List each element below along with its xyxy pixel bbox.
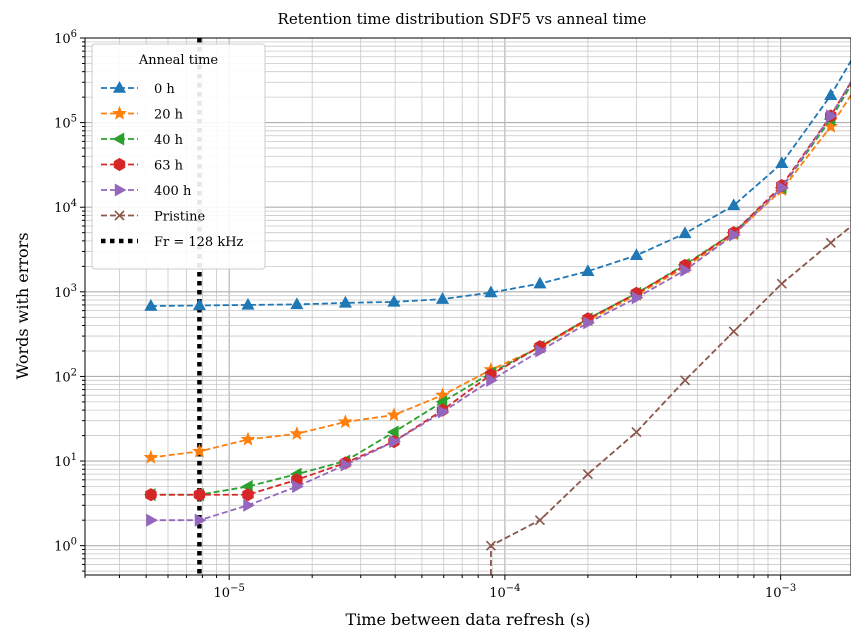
data-point xyxy=(112,80,127,93)
series-0-h xyxy=(144,59,851,311)
y-tick-label: 102 xyxy=(54,367,77,385)
y-axis-label: Words with errors xyxy=(13,232,32,379)
data-point xyxy=(776,278,787,289)
x-tick-label: 10−5 xyxy=(214,583,245,601)
data-point xyxy=(727,198,741,211)
data-point xyxy=(114,183,127,197)
data-point xyxy=(629,248,643,261)
data-point xyxy=(289,426,305,441)
data-point xyxy=(728,326,739,337)
data-point xyxy=(777,181,789,195)
data-point xyxy=(679,375,691,386)
data-point xyxy=(824,88,838,101)
data-point xyxy=(143,449,159,464)
data-point xyxy=(145,488,157,502)
legend-label: 40 h xyxy=(154,133,184,148)
y-tick-label: 100 xyxy=(54,537,77,555)
data-point xyxy=(194,513,207,527)
data-point xyxy=(775,156,789,169)
data-point xyxy=(386,425,399,439)
y-tick-label: 105 xyxy=(54,114,77,132)
data-point xyxy=(484,285,498,298)
legend-label: 400 h xyxy=(154,184,192,199)
legend-entry: Pristine xyxy=(101,210,206,225)
legend-entry: 63 h xyxy=(101,157,184,174)
data-point xyxy=(533,276,547,289)
data-point xyxy=(193,488,206,502)
chart-title: Retention time distribution SDF5 vs anne… xyxy=(278,10,647,28)
data-point xyxy=(582,469,593,480)
data-point xyxy=(485,540,497,551)
data-point xyxy=(387,294,401,307)
data-point xyxy=(386,407,402,422)
data-point xyxy=(435,292,450,304)
legend-label: Pristine xyxy=(154,210,206,225)
data-point xyxy=(340,458,353,472)
data-point xyxy=(146,513,158,527)
x-tick-label: 10−3 xyxy=(765,583,796,601)
data-point xyxy=(680,263,693,277)
data-point xyxy=(242,488,254,502)
data-point xyxy=(535,344,547,358)
data-point xyxy=(486,373,498,387)
data-point xyxy=(240,431,256,446)
legend-label: 20 h xyxy=(154,108,184,123)
data-point xyxy=(825,237,836,248)
data-point xyxy=(826,109,838,123)
y-tick-label: 101 xyxy=(54,452,77,470)
series-line xyxy=(150,80,851,522)
legend-label: 63 h xyxy=(154,159,184,174)
data-point xyxy=(678,226,692,239)
data-point xyxy=(241,297,255,310)
legend: Anneal time 0 h 20 h 40 h 63 h 400 h Pristine F… xyxy=(91,43,266,270)
data-point xyxy=(112,132,125,146)
y-tick-label: 106 xyxy=(54,29,77,47)
legend-entry: 20 h xyxy=(101,105,184,123)
data-point xyxy=(290,297,304,310)
plot-frame xyxy=(84,37,851,576)
x-axis-label: Time between data refresh (s) xyxy=(346,610,591,629)
data-point xyxy=(113,157,126,172)
data-point xyxy=(583,316,595,330)
x-tick-label: 10−4 xyxy=(489,583,520,601)
legend-entry: 0 h xyxy=(101,80,175,97)
series-pristine xyxy=(485,225,851,575)
data-point xyxy=(631,291,644,305)
data-point xyxy=(144,298,158,311)
series-line xyxy=(490,225,851,575)
data-point xyxy=(112,105,127,120)
data-point xyxy=(534,515,546,526)
data-point xyxy=(192,298,206,311)
series-line xyxy=(150,59,851,307)
data-point xyxy=(192,443,207,458)
data-point xyxy=(581,264,595,276)
legend-entry: 40 h xyxy=(101,132,184,148)
data-point xyxy=(389,434,401,449)
data-point xyxy=(338,295,352,308)
series-line xyxy=(150,93,851,459)
data-point xyxy=(338,414,353,429)
data-point xyxy=(114,210,125,221)
legend-title: Anneal time xyxy=(138,53,219,68)
data-point xyxy=(729,228,741,242)
legend-label: Fr = 128 kHz xyxy=(154,235,244,250)
data-point xyxy=(243,498,255,512)
y-tick-label: 104 xyxy=(54,198,77,216)
legend-entry: 400 h xyxy=(101,183,192,199)
data-point xyxy=(631,427,642,438)
data-point xyxy=(435,387,450,402)
y-tick-label: 103 xyxy=(54,283,77,301)
series-layer xyxy=(143,59,851,575)
series-400-h xyxy=(146,80,851,527)
data-point xyxy=(292,479,304,494)
legend-label: 0 h xyxy=(154,82,175,97)
legend-box xyxy=(91,43,266,270)
legend-entry: Fr = 128 kHz xyxy=(101,235,244,250)
data-point xyxy=(437,405,450,419)
series-line xyxy=(150,80,851,496)
